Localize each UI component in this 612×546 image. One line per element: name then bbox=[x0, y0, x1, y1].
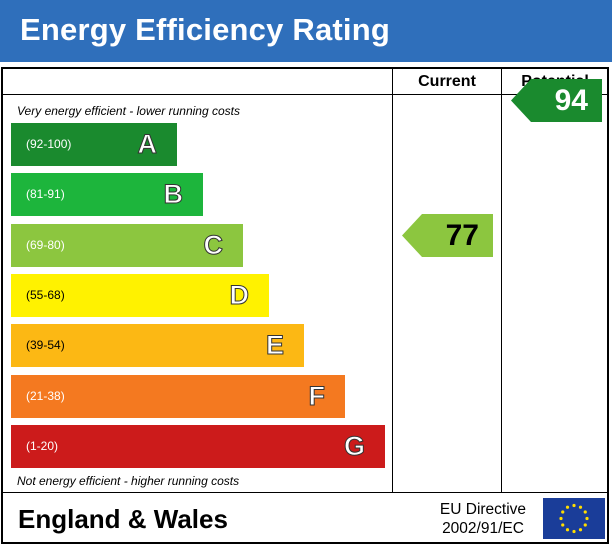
band-letter-label: B bbox=[163, 179, 183, 210]
band-f: (21-38) F bbox=[11, 374, 345, 418]
band-c: (69-80) C bbox=[11, 223, 243, 267]
region-label: England & Wales bbox=[18, 504, 228, 534]
potential-column-divider bbox=[501, 69, 502, 493]
potential-rating-arrow: 94 bbox=[511, 79, 602, 123]
footer-divider bbox=[3, 492, 608, 493]
flag-star bbox=[578, 505, 583, 509]
band-range-label: (39-54) bbox=[26, 338, 65, 353]
band-letter-label: A bbox=[137, 129, 157, 160]
current-column-header: Current bbox=[418, 73, 476, 90]
potential-rating-arrow-value: 94 bbox=[554, 84, 588, 118]
header-bar: Energy Efficiency Rating bbox=[0, 0, 612, 62]
band-b: (81-91) B bbox=[11, 173, 203, 217]
band-letter-label: F bbox=[308, 380, 325, 411]
band-range-label: (55-68) bbox=[26, 287, 65, 302]
current-rating-arrow-value: 77 bbox=[445, 219, 479, 252]
band-letter-label: C bbox=[203, 229, 223, 260]
flag-star bbox=[585, 516, 589, 521]
flag-star bbox=[583, 523, 587, 527]
band-range-label: (1-20) bbox=[26, 438, 59, 453]
band-range-label: (21-38) bbox=[26, 388, 65, 403]
header-divider bbox=[3, 94, 608, 95]
band-g: (1-20) G bbox=[11, 424, 385, 468]
directive-line-1: EU Directive bbox=[439, 501, 527, 518]
flag-star bbox=[572, 529, 576, 534]
potential-rating-arrow-shape bbox=[511, 79, 602, 123]
current-rating-arrow-shape bbox=[402, 214, 493, 257]
band-range-label: (81-91) bbox=[26, 187, 65, 202]
flag-star bbox=[572, 503, 576, 508]
flag-star bbox=[565, 528, 570, 532]
band-d: (55-68) D bbox=[11, 273, 269, 317]
flag-star bbox=[561, 523, 565, 527]
eu-flag-icon bbox=[543, 498, 605, 539]
flag-star bbox=[578, 528, 583, 532]
band-range-label: (92-100) bbox=[26, 137, 72, 151]
directive-line-2: 2002/91/EC bbox=[442, 520, 524, 537]
band-e: (39-54) E bbox=[11, 324, 304, 368]
top-note: Very energy efficient - lower running co… bbox=[17, 104, 240, 118]
band-letter-label: E bbox=[265, 330, 284, 361]
page-title: Energy Efficiency Rating bbox=[20, 12, 391, 47]
flag-star bbox=[559, 516, 563, 521]
band-a: (92-100) A bbox=[11, 123, 177, 166]
bottom-note: Not energy efficient - higher running co… bbox=[17, 474, 240, 488]
flag-star bbox=[583, 510, 587, 514]
flag-star bbox=[565, 505, 570, 509]
flag-star bbox=[561, 510, 565, 514]
band-range-label: (69-80) bbox=[26, 237, 65, 252]
current-rating-arrow: 77 bbox=[402, 214, 493, 257]
band-letter-label: G bbox=[343, 430, 365, 461]
current-column-divider bbox=[392, 69, 393, 493]
band-letter-label: D bbox=[229, 279, 249, 310]
rating-frame bbox=[1, 67, 609, 544]
